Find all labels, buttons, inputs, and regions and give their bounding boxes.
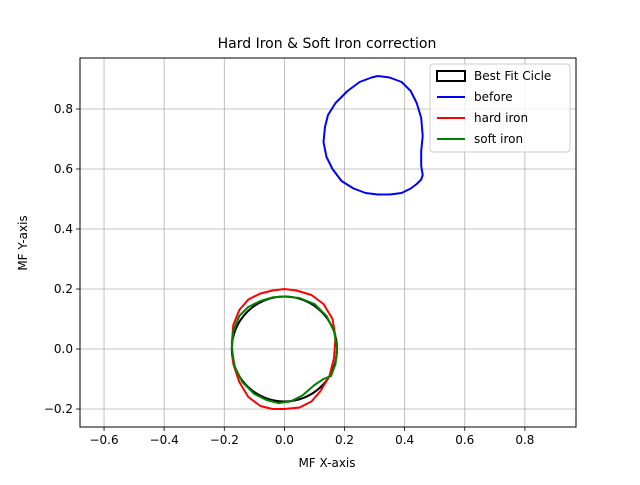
- legend-label: before: [474, 90, 513, 104]
- plot-frame: [79, 57, 577, 428]
- x-tick-label: 0.6: [455, 433, 474, 447]
- y-tick-label: −0.2: [44, 402, 73, 416]
- x-tick-label: 0.8: [515, 433, 534, 447]
- legend-label: Best Fit Cicle: [474, 69, 551, 83]
- series-line-soft-iron: [230, 295, 338, 404]
- legend-swatch: [436, 70, 466, 82]
- legend-label: hard iron: [474, 111, 528, 125]
- legend-label: soft iron: [474, 132, 523, 146]
- x-axis-label: MF X-axis: [298, 456, 355, 470]
- x-tick-label: 0.0: [275, 433, 294, 447]
- y-tick-label: 0.8: [54, 102, 73, 116]
- y-axis-label: MF Y-axis: [16, 215, 30, 270]
- y-tick-label: 0.4: [54, 222, 73, 236]
- x-tick-label: −0.6: [89, 433, 118, 447]
- legend-box: [429, 63, 571, 153]
- x-tick-label: 0.2: [335, 433, 354, 447]
- x-tick-label: −0.4: [150, 433, 179, 447]
- x-tick-label: −0.2: [210, 433, 239, 447]
- y-tick-label: 0.2: [54, 282, 73, 296]
- y-tick-label: 0.0: [54, 342, 73, 356]
- series-line-before: [322, 75, 424, 196]
- x-tick-label: 0.4: [395, 433, 414, 447]
- series-group: [230, 75, 424, 410]
- series-line-hard-iron: [230, 288, 337, 410]
- chart-title: Hard Iron & Soft Iron correction: [218, 36, 437, 52]
- legend: Best Fit Cicle before hard iron soft iron: [429, 63, 571, 153]
- y-tick-label: 0.6: [54, 162, 73, 176]
